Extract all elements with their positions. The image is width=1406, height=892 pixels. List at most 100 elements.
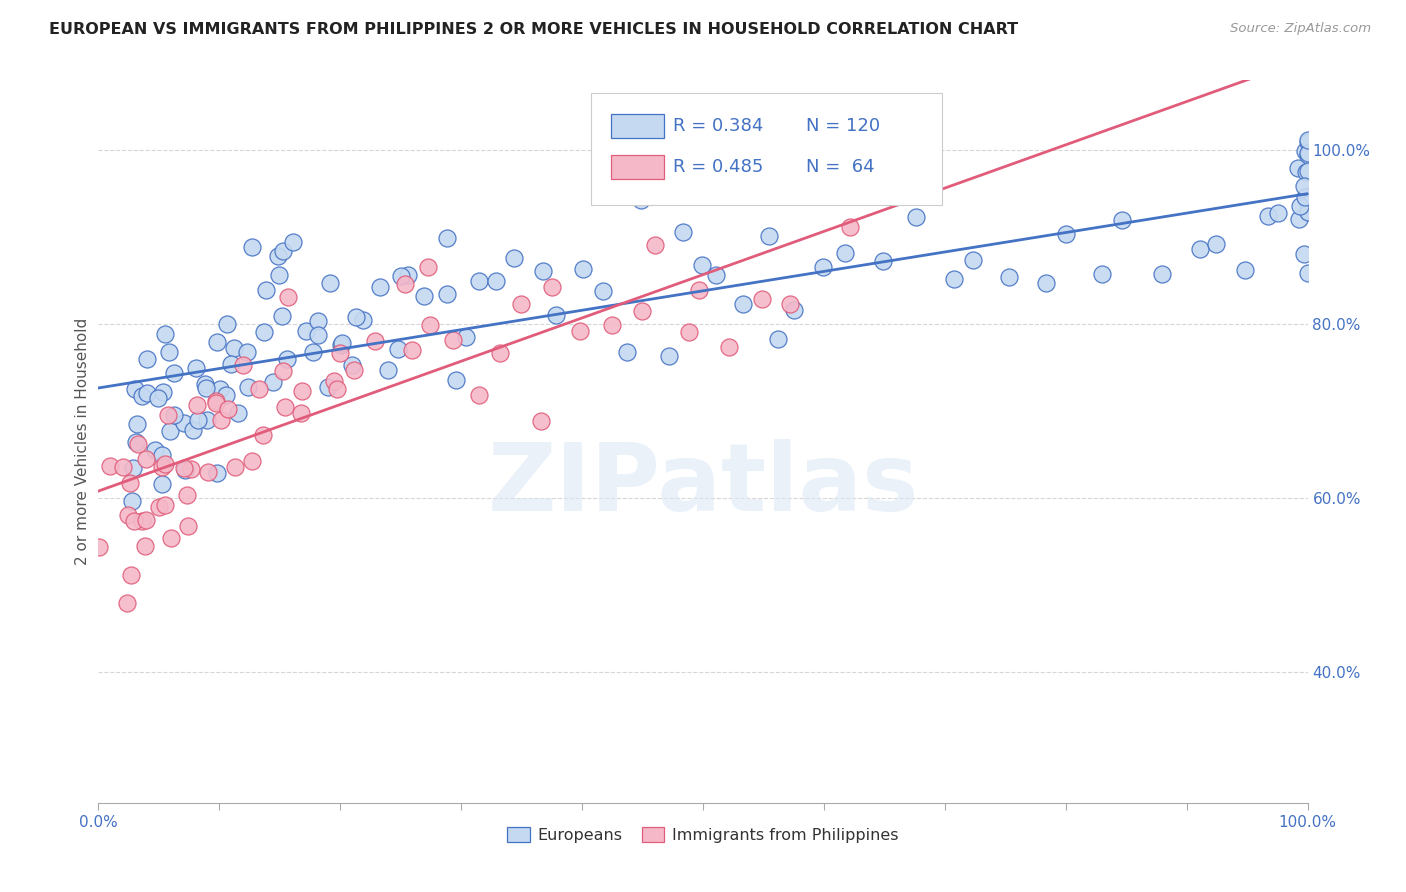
- Point: [153, 498, 176, 512]
- Point: [270, 309, 292, 323]
- FancyBboxPatch shape: [612, 154, 664, 179]
- Point: [150, 448, 173, 462]
- FancyBboxPatch shape: [591, 93, 942, 205]
- Point: [181, 423, 204, 437]
- Point: [485, 274, 508, 288]
- Point: [1294, 144, 1316, 158]
- Point: [295, 324, 318, 338]
- Point: [222, 341, 245, 355]
- Point: [328, 346, 350, 360]
- Point: [1267, 206, 1289, 220]
- Point: [135, 512, 157, 526]
- Point: [1189, 242, 1212, 256]
- Y-axis label: 2 or more Vehicles in Household: 2 or more Vehicles in Household: [75, 318, 90, 566]
- Point: [277, 290, 299, 304]
- Text: ZIPatlas: ZIPatlas: [488, 439, 918, 531]
- Point: [111, 460, 134, 475]
- Point: [872, 254, 894, 268]
- Point: [419, 318, 441, 332]
- Point: [187, 413, 209, 427]
- Point: [1288, 211, 1310, 226]
- Point: [215, 317, 238, 331]
- Point: [121, 461, 143, 475]
- Point: [1234, 263, 1257, 277]
- Point: [1296, 194, 1319, 208]
- Point: [441, 333, 464, 347]
- Point: [157, 344, 180, 359]
- Point: [1035, 276, 1057, 290]
- Point: [276, 351, 298, 366]
- Point: [291, 384, 314, 398]
- Point: [224, 459, 246, 474]
- Point: [205, 395, 228, 409]
- Point: [444, 373, 467, 387]
- Point: [254, 283, 277, 297]
- Point: [290, 406, 312, 420]
- Point: [329, 337, 352, 351]
- FancyBboxPatch shape: [612, 113, 664, 138]
- Point: [273, 364, 295, 378]
- Point: [1295, 165, 1317, 179]
- Point: [153, 326, 176, 341]
- Point: [416, 260, 439, 274]
- Point: [205, 394, 228, 409]
- Point: [436, 231, 458, 245]
- Point: [157, 408, 180, 422]
- Point: [468, 274, 491, 288]
- Point: [205, 335, 228, 350]
- Point: [322, 375, 344, 389]
- Point: [658, 349, 681, 363]
- Point: [131, 389, 153, 403]
- Point: [173, 463, 195, 477]
- Point: [1289, 199, 1312, 213]
- Point: [1296, 204, 1319, 219]
- Point: [325, 382, 347, 396]
- Point: [236, 345, 259, 359]
- Point: [186, 398, 208, 412]
- Point: [387, 343, 409, 357]
- Point: [510, 297, 533, 311]
- Point: [503, 252, 526, 266]
- Point: [247, 382, 270, 396]
- Point: [1296, 135, 1319, 149]
- Text: EUROPEAN VS IMMIGRANTS FROM PHILIPPINES 2 OR MORE VEHICLES IN HOUSEHOLD CORRELAT: EUROPEAN VS IMMIGRANTS FROM PHILIPPINES …: [49, 22, 1018, 37]
- Point: [1296, 133, 1319, 147]
- Point: [159, 424, 181, 438]
- Point: [718, 340, 741, 354]
- Point: [766, 332, 789, 346]
- Point: [194, 380, 217, 394]
- Point: [163, 366, 186, 380]
- Point: [177, 519, 200, 533]
- Point: [215, 388, 238, 402]
- Point: [176, 488, 198, 502]
- Point: [307, 328, 329, 343]
- Point: [267, 268, 290, 282]
- Point: [1286, 161, 1309, 175]
- Point: [602, 318, 624, 333]
- Text: Source: ZipAtlas.com: Source: ZipAtlas.com: [1230, 22, 1371, 36]
- Point: [135, 452, 157, 467]
- Point: [436, 286, 458, 301]
- Point: [117, 508, 139, 523]
- Point: [758, 229, 780, 244]
- Point: [396, 268, 419, 282]
- Legend: Europeans, Immigrants from Philippines: Europeans, Immigrants from Philippines: [501, 820, 905, 849]
- Point: [1152, 268, 1174, 282]
- Point: [1111, 213, 1133, 227]
- Point: [489, 346, 512, 360]
- Point: [240, 454, 263, 468]
- Text: R = 0.485: R = 0.485: [672, 158, 763, 176]
- Point: [1296, 266, 1319, 280]
- Point: [568, 324, 591, 338]
- Point: [134, 539, 156, 553]
- Point: [672, 225, 695, 239]
- Point: [173, 461, 195, 475]
- Point: [271, 244, 294, 258]
- Point: [454, 330, 477, 344]
- Point: [546, 308, 568, 322]
- Point: [1296, 197, 1319, 211]
- Point: [120, 476, 142, 491]
- Point: [943, 271, 966, 285]
- Point: [127, 417, 149, 431]
- Point: [340, 359, 363, 373]
